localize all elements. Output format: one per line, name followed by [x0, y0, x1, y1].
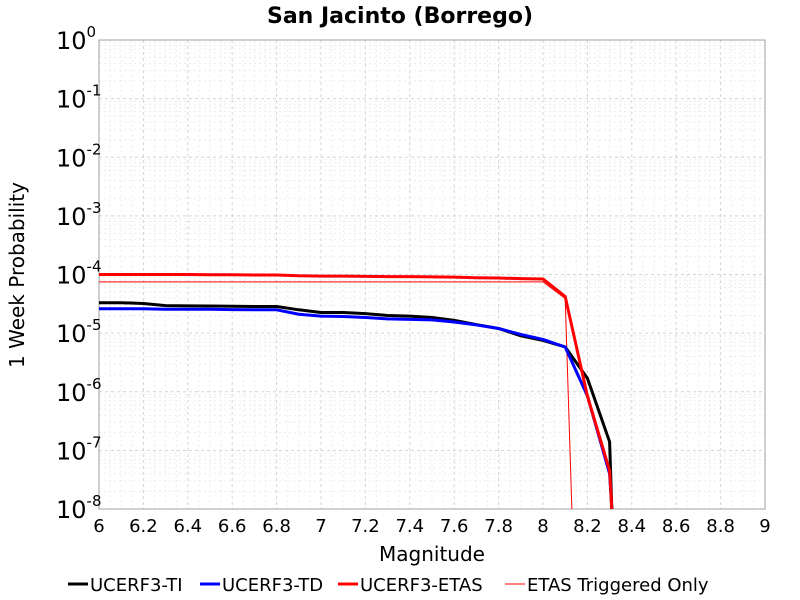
y-tick-label: 10-1 — [56, 82, 102, 114]
x-tick-label: 7 — [315, 516, 326, 537]
x-tick-label: 6.8 — [262, 516, 291, 537]
y-axis-label: 1 Week Probability — [5, 182, 29, 368]
x-tick-label: 8.6 — [662, 516, 691, 537]
x-tick-label: 6.2 — [129, 516, 158, 537]
x-tick-label: 7.2 — [351, 516, 380, 537]
x-tick-label: 8 — [537, 516, 548, 537]
series-layer — [99, 273, 614, 510]
y-axis-ticks: 100 10-1 10-2 10-3 10-4 10-5 10-6 10-7 10-8 — [56, 23, 102, 524]
x-tick-label: 8.4 — [617, 516, 646, 537]
y-tick-label: 10-5 — [56, 316, 102, 348]
chart-title: San Jacinto (Borrego) — [267, 4, 533, 29]
x-tick-label: 7.8 — [484, 516, 513, 537]
legend-entry-label: ETAS Triggered Only — [527, 575, 709, 596]
legend-entry-label: UCERF3-ETAS — [360, 575, 483, 596]
x-tick-label: 8.8 — [706, 516, 735, 537]
y-tick-label: 10-3 — [56, 199, 102, 231]
grid — [98, 40, 766, 510]
series-line-ucerf3-td — [99, 307, 614, 510]
x-tick-label: 9 — [759, 516, 770, 537]
series-line-ucerf3-etas — [99, 273, 614, 510]
legend-entry-label: UCERF3-TI — [90, 575, 183, 596]
x-axis-label: Magnitude — [379, 542, 485, 566]
x-tick-label: 6 — [93, 516, 104, 537]
y-tick-label: 10-4 — [56, 258, 102, 290]
x-tick-label: 7.4 — [395, 516, 424, 537]
x-tick-label: 6.4 — [173, 516, 202, 537]
x-axis-ticks: 6 6.2 6.4 6.6 6.8 7 7.2 7.4 7.6 7.8 8 8.2 8.4 8.6 8.8 9 — [93, 516, 770, 537]
legend: UCERF3-TI UCERF3-TD UCERF3-ETAS ETAS Trigge… — [68, 575, 709, 596]
x-tick-label: 6.6 — [218, 516, 247, 537]
x-tick-label: 8.2 — [573, 516, 602, 537]
series-line-ucerf3-ti — [99, 301, 614, 510]
x-tick-label: 7.6 — [440, 516, 469, 537]
legend-entry-label: UCERF3-TD — [222, 575, 323, 596]
y-tick-label: 100 — [56, 23, 96, 55]
y-tick-label: 10-2 — [56, 140, 102, 172]
y-tick-label: 10-6 — [56, 375, 102, 407]
y-tick-label: 10-7 — [56, 433, 102, 465]
y-tick-label: 10-8 — [56, 492, 102, 524]
